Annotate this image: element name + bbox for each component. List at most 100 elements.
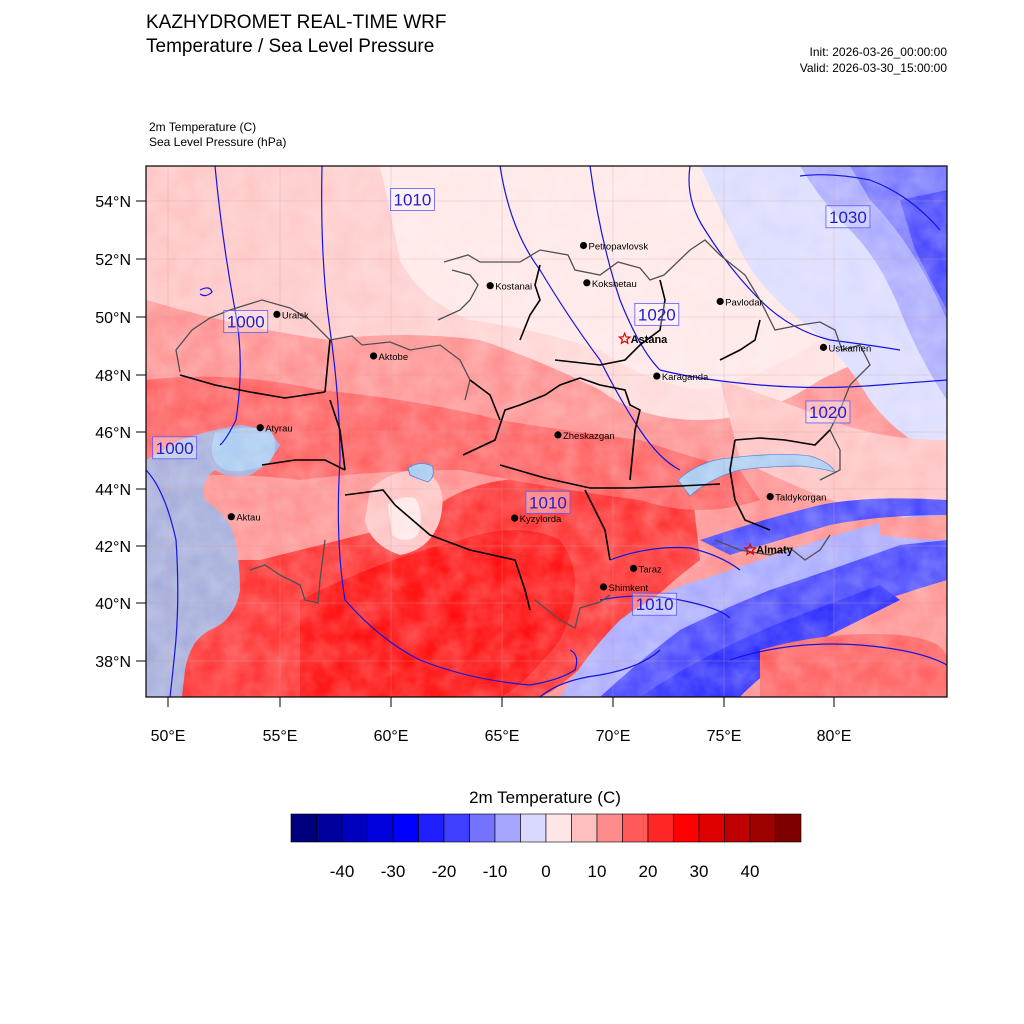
city-kyzylorda: Kyzylorda <box>511 514 562 525</box>
lat-label: 38°N <box>95 654 131 671</box>
svg-text:Aktobe: Aktobe <box>379 352 409 363</box>
city-taldykorgan: Taldykorgan <box>766 493 826 504</box>
isobar-label: 1010 <box>525 490 571 514</box>
colorbar: -40 -30 -20 -10 0 10 20 30 40 <box>290 813 802 881</box>
svg-text:Taldykorgan: Taldykorgan <box>775 493 826 504</box>
city-dot-icon <box>227 513 235 521</box>
lat-label: 44°N <box>95 482 131 499</box>
lon-label: 60°E <box>374 728 409 745</box>
svg-text:Karaganda: Karaganda <box>662 372 709 383</box>
city-astana: Astana <box>617 331 669 346</box>
isobar-labels: 1010 1030 1000 1020 1020 1000 1010 1010 <box>152 188 871 616</box>
svg-text:Astana: Astana <box>631 334 669 346</box>
city-aktobe: Aktobe <box>369 352 409 363</box>
lat-label: 50°N <box>95 310 131 327</box>
city-dot-icon <box>716 297 724 306</box>
valid-time: Valid: 2026-03-30_15:00:00 <box>799 61 947 75</box>
colorbar-tick-label: 40 <box>741 862 760 881</box>
colorbar-swatch <box>443 813 470 843</box>
colorbar-swatch <box>392 813 419 843</box>
svg-text:Shimkent: Shimkent <box>609 583 649 594</box>
colorbar-tick-label: -30 <box>381 862 406 881</box>
lat-label: 42°N <box>95 539 131 556</box>
colorbar-tick-label: 20 <box>639 862 658 881</box>
svg-text:1010: 1010 <box>529 493 567 512</box>
svg-text:Uralsk: Uralsk <box>282 310 309 321</box>
field-pressure-label: Sea Level Pressure (hPa) <box>149 135 287 149</box>
svg-text:1000: 1000 <box>227 313 265 332</box>
svg-text:Pavlodar: Pavlodar <box>725 297 763 308</box>
colorbar-swatch <box>341 813 368 843</box>
city-aktau: Aktau <box>227 513 261 524</box>
isobar-label: 1030 <box>825 205 871 229</box>
isobar-label: 1000 <box>152 436 198 460</box>
region-borders <box>175 239 871 629</box>
svg-text:1030: 1030 <box>829 208 867 227</box>
city-dot-icon <box>256 424 264 432</box>
colorbar-swatch <box>367 813 394 843</box>
svg-text:Taraz: Taraz <box>639 564 662 575</box>
colorbar-swatch <box>316 813 343 843</box>
colorbar-swatch <box>775 813 802 843</box>
city-atyrau: Atyrau <box>256 424 293 435</box>
svg-text:Ustkamen: Ustkamen <box>828 343 871 354</box>
city-ustkamen: Ustkamen <box>819 343 871 354</box>
city-dot-icon <box>819 343 828 351</box>
svg-text:Kyzylorda: Kyzylorda <box>520 514 562 525</box>
plot-title: KAZHYDROMET REAL-TIME WRF <box>146 12 447 33</box>
isobar-label: 1000 <box>223 310 269 333</box>
colorbar-swatch <box>571 813 598 843</box>
colorbar-swatch <box>596 813 623 843</box>
latitude-labels: 54°N 52°N 50°N 48°N 46°N 44°N 42°N 40°N 38°N <box>95 194 131 671</box>
lat-label: 40°N <box>95 596 131 613</box>
colorbar-swatch <box>647 813 674 843</box>
longitude-labels: 50°E 55°E 60°E 65°E 70°E 75°E 80°E <box>151 728 852 745</box>
plot-subtitle: Temperature / Sea Level Pressure <box>146 36 435 57</box>
lon-label: 50°E <box>151 728 186 745</box>
colorbar-tick-label: 0 <box>541 862 550 881</box>
city-shimkent: Shimkent <box>599 583 649 594</box>
colorbar-swatch <box>545 813 572 843</box>
colorbar-tick-label: -40 <box>330 862 355 881</box>
svg-text:Kokshetau: Kokshetau <box>592 279 637 290</box>
colorbar-swatch <box>520 813 547 843</box>
city-uralsk: Uralsk <box>273 310 309 321</box>
colorbar-swatch <box>724 813 751 843</box>
city-dot-icon <box>653 372 661 380</box>
city-dot-icon <box>554 431 562 439</box>
colorbar-tick-label: -20 <box>432 862 457 881</box>
lat-label: 48°N <box>95 368 131 385</box>
isobar-label: 1020 <box>805 400 851 424</box>
colorbar-tick-label: 30 <box>690 862 709 881</box>
colorbar-title: 2m Temperature (C) <box>469 788 621 807</box>
city-dot-icon <box>629 564 638 572</box>
lat-label: 52°N <box>95 252 131 269</box>
svg-text:1020: 1020 <box>638 305 676 324</box>
colorbar-swatch <box>290 813 317 843</box>
city-taraz: Taraz <box>629 564 662 575</box>
city-dot-icon <box>511 514 519 522</box>
oblast-borders <box>179 264 831 611</box>
init-time: Init: 2026-03-26_00:00:00 <box>809 45 947 59</box>
axis-ticks <box>136 200 835 707</box>
colorbar-swatch <box>622 813 649 843</box>
svg-text:Kostanai: Kostanai <box>495 282 532 293</box>
city-karaganda: Karaganda <box>653 372 709 383</box>
graticule <box>146 166 947 697</box>
city-dot-icon <box>369 352 378 360</box>
field-temperature-label: 2m Temperature (C) <box>149 120 257 134</box>
lon-label: 55°E <box>263 728 298 745</box>
svg-text:1010: 1010 <box>394 191 432 210</box>
temperature-field <box>146 166 947 697</box>
svg-text:1000: 1000 <box>156 439 194 458</box>
city-kostanai: Kostanai <box>486 282 532 293</box>
svg-text:Atyrau: Atyrau <box>265 424 292 435</box>
city-dot-icon <box>486 282 494 290</box>
lat-label: 46°N <box>95 425 131 442</box>
city-almaty: Almaty <box>743 542 794 557</box>
city-dot-icon <box>583 279 591 287</box>
lon-label: 70°E <box>596 728 631 745</box>
svg-text:1010: 1010 <box>636 595 674 614</box>
svg-text:Petropavlovsk: Petropavlovsk <box>589 241 649 252</box>
